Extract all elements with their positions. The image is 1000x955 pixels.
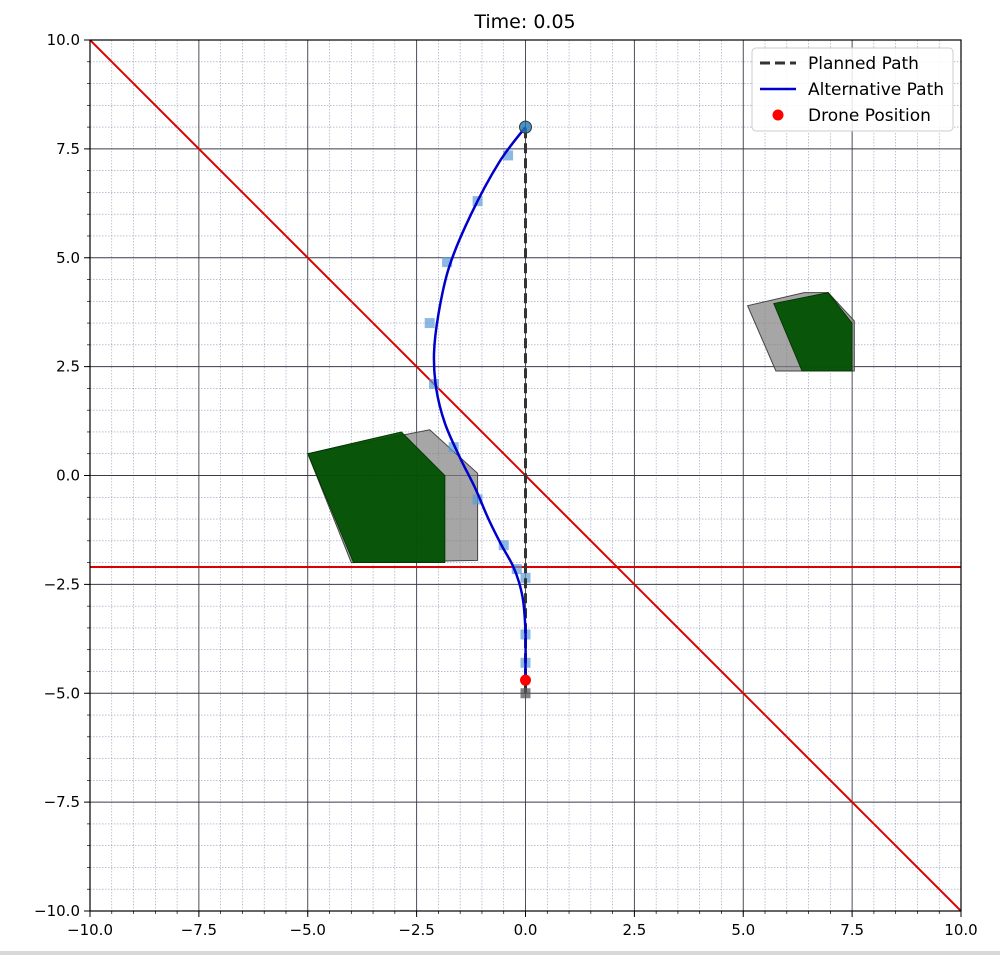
y-axis: 10.0 7.5 5.0 2.5 0.0 −2.5 −5.0 −7.5 −10.0 <box>34 31 90 920</box>
start-marker <box>520 688 531 699</box>
waypoint <box>472 494 483 505</box>
y-tick-label: −5.0 <box>44 684 80 702</box>
y-tick-label: 0.0 <box>56 467 80 485</box>
x-tick-label: 7.5 <box>840 921 864 939</box>
legend: Planned Path Alternative Path Drone Posi… <box>751 47 954 132</box>
y-tick-label: −7.5 <box>44 793 80 811</box>
y-tick-label: −10.0 <box>34 902 80 920</box>
goal-marker <box>519 120 532 134</box>
alternative-path-line <box>432 126 527 681</box>
y-tick-label: 7.5 <box>56 140 80 158</box>
obstacles <box>307 292 855 564</box>
waypoint <box>498 540 509 551</box>
waypoint <box>511 564 522 575</box>
x-tick-label: 5.0 <box>731 921 755 939</box>
x-tick-label: 0.0 <box>514 921 538 939</box>
waypoint <box>448 442 459 453</box>
y-tick-label: 10.0 <box>47 31 80 49</box>
waypoint <box>520 572 531 583</box>
x-tick-label: −7.5 <box>181 921 217 939</box>
x-axis: −10.0 −7.5 −5.0 −2.5 0.0 2.5 5.0 7.5 10.0 <box>67 911 978 939</box>
waypoint <box>424 318 435 329</box>
x-tick-label: −5.0 <box>290 921 326 939</box>
chart-title: Time: 0.05 <box>473 11 575 33</box>
legend-box <box>751 47 954 132</box>
y-tick-label: −2.5 <box>44 575 80 593</box>
legend-planned-label: Planned Path <box>808 54 919 74</box>
window-bottom-edge <box>0 951 1000 955</box>
waypoint <box>429 379 440 390</box>
waypoint <box>503 150 514 161</box>
obstacle <box>773 292 853 372</box>
plot-area <box>90 40 961 911</box>
drone-position-marker <box>520 674 531 686</box>
x-tick-label: 2.5 <box>622 921 646 939</box>
x-tick-label: 10.0 <box>944 921 977 939</box>
legend-drone-swatch <box>772 109 784 121</box>
y-tick-label: 2.5 <box>56 358 80 376</box>
obstacle <box>307 431 446 563</box>
paths <box>432 126 527 694</box>
y-tick-label: 5.0 <box>56 249 80 267</box>
x-tick-label: −10.0 <box>67 921 113 939</box>
legend-drone-label: Drone Position <box>808 106 931 126</box>
waypoint <box>442 257 453 268</box>
x-tick-label: −2.5 <box>398 921 434 939</box>
markers <box>519 120 532 699</box>
legend-alternative-label: Alternative Path <box>808 80 944 100</box>
